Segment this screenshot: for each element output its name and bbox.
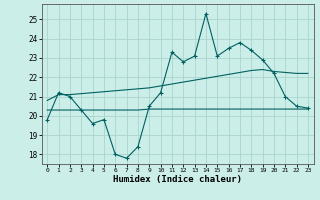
X-axis label: Humidex (Indice chaleur): Humidex (Indice chaleur) [113,175,242,184]
